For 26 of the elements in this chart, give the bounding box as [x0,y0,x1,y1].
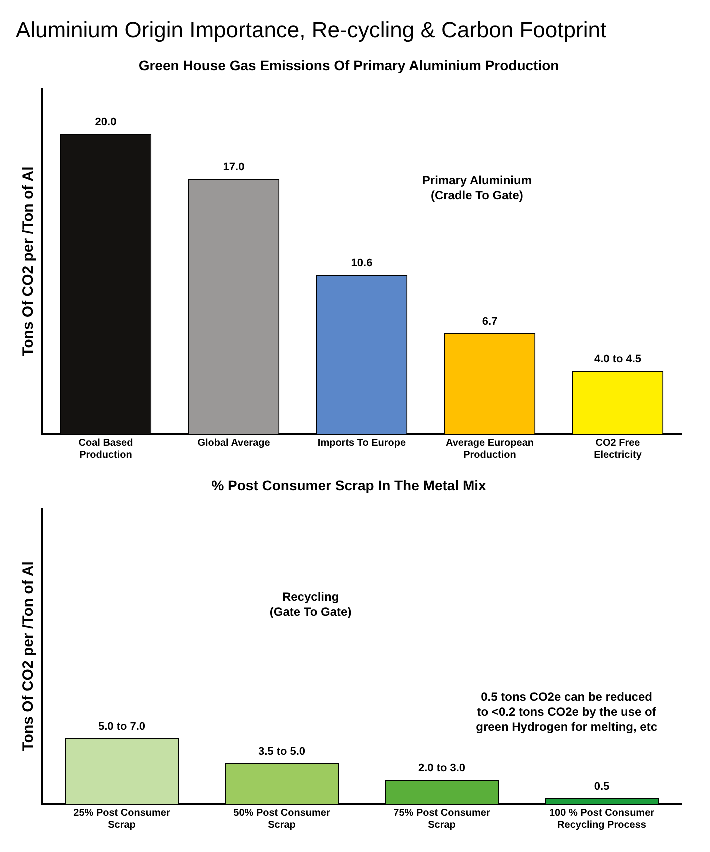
data-label: 17.0 [223,162,245,174]
data-label: 6.7 [482,316,498,328]
annotation: 5.0 to 7.0 [98,720,146,733]
data-label: 10.6 [351,258,373,270]
x-tick-label: 25% Post Consumer Scrap [74,808,170,831]
chart-title: % Post Consumer Scrap In The Metal Mix [212,477,487,494]
x-tick-label: Global Average [198,438,271,449]
annotation: Recycling (Gate To Gate) [270,590,352,619]
annotation: Primary Aluminium (Cradle To Gate) [422,174,532,203]
x-tick-label: Coal Based Production [78,438,134,461]
x-tick-label: 50% Post Consumer Scrap [234,808,330,831]
x-tick-label: Average European Production [446,438,534,461]
x-tick-label: 100 % Post Consumer Recycling Process [549,808,655,831]
annotation: 3.5 to 5.0 [258,746,306,758]
x-tick-label: CO2 Free Electricity [594,438,642,461]
annotation: 4.0 to 4.5 [594,354,642,366]
data-label: 20.0 [95,116,117,129]
y-axis-title: Tons Of CO2 per /Ton of Al [20,562,38,752]
x-tick-label: Imports To Europe [318,438,407,449]
chart-subtitle: Green House Gas Emissions Of Primary Aluminium Production [138,58,560,74]
annotation: 0.5 tons CO2e can be reduced to <0.2 tons CO2e by the use of green Hydrogen for melting, etc [476,690,658,734]
annotation: 2.0 to 3.0 [418,762,466,774]
x-tick-label: 75% Post Consumer Scrap [394,808,490,831]
chart-title: Aluminium Origin Importance, Re-cycling & Carbon Footprint [16,17,607,42]
y-axis-title: Tons Of CO2 per /Ton of Al [20,166,38,356]
data-label: 0.5 [594,781,610,794]
